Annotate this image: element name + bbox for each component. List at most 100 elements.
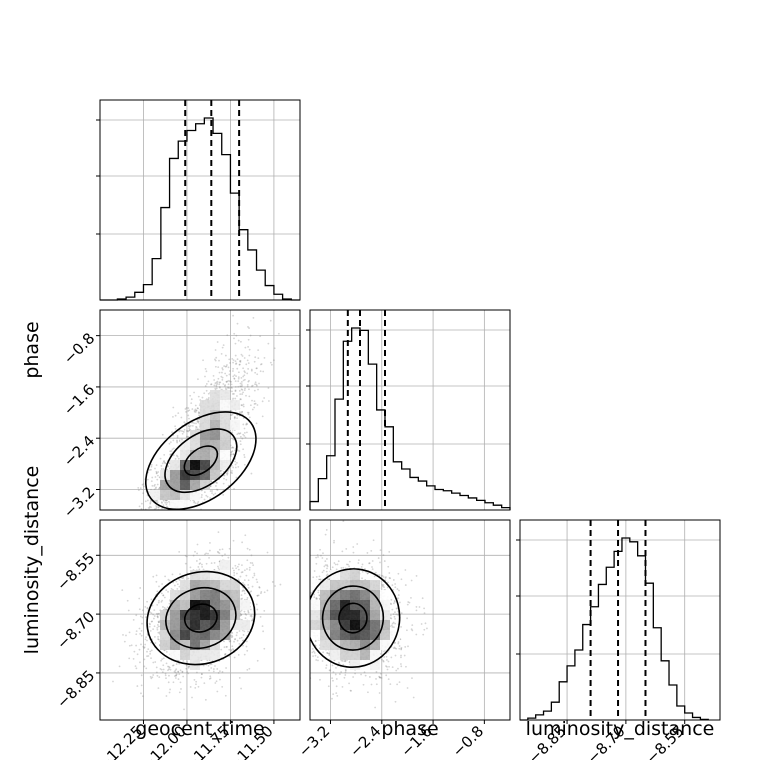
sample-point (190, 421, 193, 424)
ylabel-phase: phase (21, 321, 43, 378)
sample-point (152, 674, 155, 676)
sample-point (143, 517, 145, 519)
sample-point (231, 472, 233, 475)
sample-point (228, 648, 231, 651)
sample-point (187, 407, 190, 409)
sample-point (253, 574, 256, 577)
sample-point (224, 653, 226, 656)
sample-point (254, 381, 257, 384)
sample-point (142, 483, 145, 485)
sample-point (158, 522, 160, 524)
sample-point (192, 554, 195, 557)
sample-point (250, 385, 253, 388)
sample-point (153, 609, 156, 612)
sample-point (212, 493, 215, 496)
sample-point (232, 453, 235, 456)
sample-point (157, 638, 160, 641)
sample-point (191, 408, 194, 410)
sample-point (223, 474, 226, 477)
sample-point (206, 495, 209, 498)
sample-point (146, 606, 149, 609)
sample-point (243, 584, 246, 587)
sample-point (184, 554, 187, 557)
sample-point (231, 390, 233, 393)
sample-point (236, 565, 239, 568)
sample-point (216, 380, 219, 383)
sample-point (214, 665, 216, 667)
sample-point (247, 326, 249, 328)
sample-point (155, 486, 157, 489)
sample-point (239, 443, 242, 446)
sample-point (255, 383, 258, 386)
sample-point (238, 630, 241, 632)
sample-point (243, 357, 246, 359)
density-cell (200, 480, 210, 490)
density-cell (200, 400, 210, 410)
density-cell (170, 490, 180, 500)
sample-point (222, 493, 225, 496)
sample-point (232, 370, 234, 372)
density-cell (230, 420, 240, 430)
sample-point (162, 499, 165, 502)
sample-point (161, 514, 163, 516)
sample-point (185, 406, 188, 409)
sample-point (263, 397, 266, 399)
sample-point (128, 631, 131, 634)
sample-point (228, 379, 230, 382)
sample-point (240, 376, 243, 379)
sample-point (156, 604, 159, 606)
sample-point (155, 500, 158, 503)
sample-point (186, 435, 188, 438)
sample-point (146, 650, 148, 653)
sample-point (128, 547, 130, 549)
sample-point (154, 661, 157, 663)
sample-point (220, 472, 222, 475)
sample-point (161, 583, 164, 585)
sample-point (168, 500, 170, 503)
sample-point (135, 511, 137, 513)
sample-point (149, 502, 152, 505)
sample-point (163, 513, 165, 515)
sample-point (156, 612, 158, 615)
sample-point (221, 376, 224, 379)
sample-point (246, 411, 249, 414)
sample-point (254, 402, 257, 405)
sample-point (242, 423, 245, 426)
sample-point (237, 376, 240, 379)
sample-point (157, 506, 160, 509)
sample-point (240, 353, 243, 356)
sample-point (230, 464, 233, 467)
sample-point (234, 460, 236, 463)
sample-point (185, 430, 188, 432)
sample-point (223, 385, 226, 387)
sample-point (244, 371, 246, 374)
sample-point (230, 636, 233, 639)
sample-point (179, 513, 181, 515)
sample-point (221, 671, 224, 673)
sample-point (183, 421, 186, 424)
sample-point (168, 514, 170, 516)
sample-point (178, 662, 181, 665)
sample-point (167, 578, 170, 581)
sample-point (195, 560, 198, 562)
sample-point (151, 484, 154, 487)
sample-point (244, 387, 246, 390)
sample-point (181, 430, 184, 433)
sample-point (251, 562, 254, 564)
sample-point (241, 590, 244, 593)
sample-point (167, 513, 169, 515)
sample-point (139, 587, 142, 589)
sample-point (194, 686, 197, 689)
sample-point (240, 687, 242, 690)
sample-point (233, 378, 236, 380)
sample-point (140, 507, 143, 510)
sample-point (239, 398, 242, 401)
sample-point (263, 609, 266, 612)
sample-point (149, 611, 151, 614)
sample-point (150, 540, 152, 542)
sample-point (149, 533, 151, 535)
sample-point (174, 457, 177, 460)
density-cell (200, 470, 210, 480)
sample-point (236, 461, 238, 464)
sample-point (155, 514, 157, 516)
